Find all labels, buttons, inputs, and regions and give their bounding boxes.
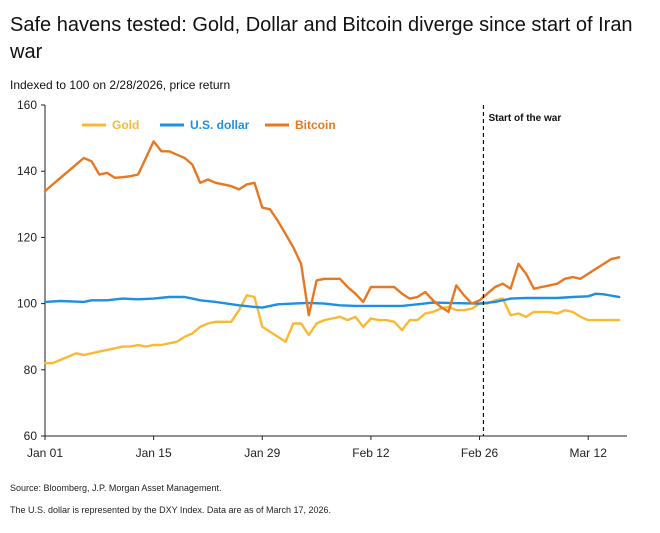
y-tick-label: 80	[24, 363, 38, 377]
x-tick-label: Mar 12	[570, 446, 608, 460]
y-tick-label: 120	[17, 230, 37, 244]
chart-legend: Gold U.S. dollar Bitcoin	[82, 118, 336, 132]
x-tick-label: Feb 26	[461, 446, 499, 460]
source-note: Source: Bloomberg, J.P. Morgan Asset Man…	[10, 483, 222, 493]
x-tick-label: Jan 29	[244, 446, 280, 460]
y-tick-label: 60	[24, 429, 38, 443]
series-line-u-s-dollar	[43, 292, 621, 309]
chart-series	[43, 140, 621, 365]
series-line-gold	[43, 294, 621, 365]
legend-label-gold: Gold	[112, 118, 139, 132]
chart-subtitle: Indexed to 100 on 2/28/2026, price retur…	[10, 78, 231, 92]
x-tick-label: Feb 12	[352, 446, 390, 460]
y-tick-label: 160	[17, 98, 37, 112]
chart-title: Safe havens tested: Gold, Dollar and Bit…	[10, 14, 633, 63]
y-tick-label: 140	[17, 164, 37, 178]
legend-label-bitcoin: Bitcoin	[295, 118, 336, 132]
legend-label-u-s-dollar: U.S. dollar	[190, 118, 250, 132]
y-tick-label: 100	[17, 297, 37, 311]
series-line-bitcoin	[43, 140, 621, 317]
chart-annotation: Start of the war	[482, 105, 561, 436]
war-start-label: Start of the war	[488, 113, 561, 124]
x-tick-label: Jan 15	[136, 446, 172, 460]
footnote: The U.S. dollar is represented by the DX…	[10, 505, 332, 515]
x-tick-label: Jan 01	[27, 446, 63, 460]
chart-axes: 60 80 100 120 140 160 Jan 01 Jan 15 Jan 29 Feb 12…	[17, 98, 627, 460]
